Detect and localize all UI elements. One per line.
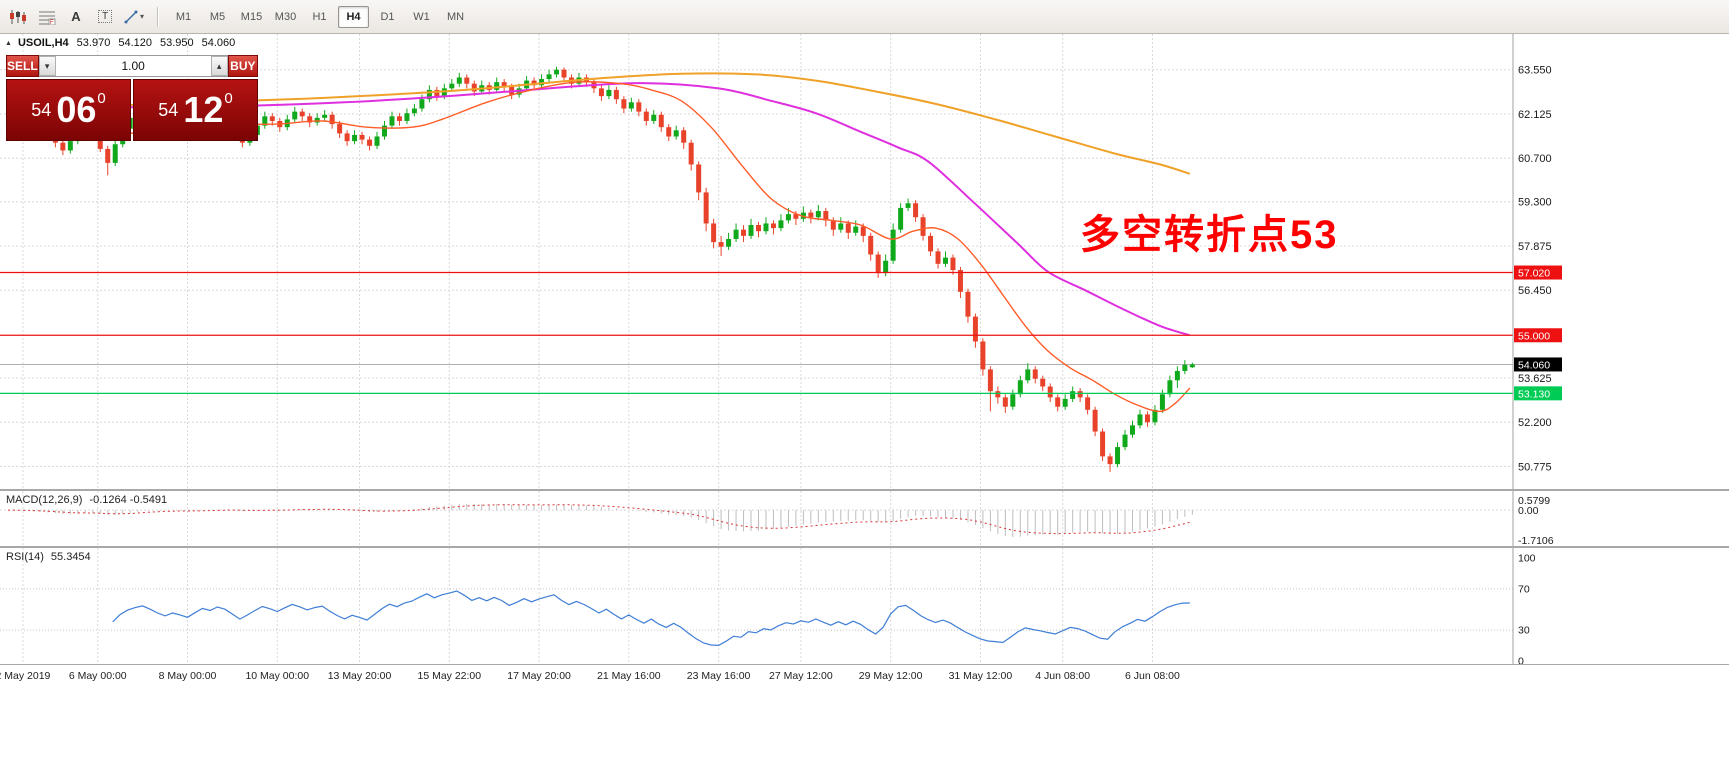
candlestick-chart-icon xyxy=(10,9,26,24)
tf-button-m5[interactable]: M5 xyxy=(202,6,233,28)
macd-panel: 0.5799 0.00 -1.7106 MACD(12,26,9) -0.1264 … xyxy=(0,491,1729,548)
svg-text:56.450: 56.450 xyxy=(1518,285,1552,297)
time-label: 15 May 22:00 xyxy=(417,670,482,682)
tf-button-w1[interactable]: W1 xyxy=(406,6,437,28)
indicators-grid-icon[interactable]: F xyxy=(34,5,60,29)
trendline-icon xyxy=(124,10,138,23)
buy-price-display[interactable]: 54 12 0 xyxy=(133,79,258,141)
sell-price-pips: 06 xyxy=(56,89,97,130)
time-label: 4 Jun 08:00 xyxy=(1035,670,1091,682)
svg-text:52.200: 52.200 xyxy=(1518,417,1552,429)
svg-text:30: 30 xyxy=(1518,625,1530,637)
time-label: 10 May 00:00 xyxy=(245,670,310,682)
time-axis[interactable]: 2 May 2019 6 May 00:00 8 May 00:00 10 May 0… xyxy=(0,665,1729,689)
svg-text:54.060: 54.060 xyxy=(1518,359,1550,371)
macd-header: MACD(12,26,9) -0.1264 -0.5491 xyxy=(6,494,167,506)
buy-price-point: 0 xyxy=(224,90,233,107)
collapse-icon[interactable]: ▲ xyxy=(5,39,12,47)
macd-values: -0.1264 -0.5491 xyxy=(89,494,168,506)
time-label: 13 May 20:00 xyxy=(327,670,392,682)
ohlc-close: 54.060 xyxy=(201,37,236,49)
tf-button-m1[interactable]: M1 xyxy=(168,6,199,28)
text-tool-icon: A xyxy=(71,9,81,24)
ohlc-low: 53.950 xyxy=(159,37,194,49)
svg-text:57.020: 57.020 xyxy=(1518,268,1550,280)
svg-text:53.130: 53.130 xyxy=(1518,388,1550,400)
symbol-label: USOIL,H4 xyxy=(17,37,69,49)
sell-price-point: 0 xyxy=(97,90,106,107)
chevron-down-icon: ▾ xyxy=(139,12,144,21)
time-label: 31 May 12:00 xyxy=(948,670,1013,682)
svg-text:59.300: 59.300 xyxy=(1518,197,1552,209)
rsi-indicator-chart[interactable]: 100 70 30 0 xyxy=(0,548,1729,664)
tf-button-m30[interactable]: M30 xyxy=(270,6,301,28)
svg-text:62.125: 62.125 xyxy=(1518,109,1552,121)
main-chart-panel: 63.550 62.125 60.700 59.300 57.875 56.450 53.6… xyxy=(0,34,1729,491)
volume-down-button[interactable]: ▾ xyxy=(38,56,56,76)
svg-text:63.550: 63.550 xyxy=(1518,65,1552,77)
svg-text:100: 100 xyxy=(1518,553,1536,565)
rsi-title: RSI(14) xyxy=(6,551,44,563)
chart-style-icon[interactable] xyxy=(5,5,31,29)
ohlc-high: 54.120 xyxy=(118,37,152,49)
svg-text:55.000: 55.000 xyxy=(1518,330,1550,342)
tf-button-d1[interactable]: D1 xyxy=(372,6,403,28)
grid-icon: F xyxy=(39,11,56,25)
time-label: 17 May 20:00 xyxy=(507,670,571,682)
time-label: 29 May 12:00 xyxy=(858,670,923,682)
buy-price-pips: 12 xyxy=(183,89,224,130)
svg-text:F: F xyxy=(50,20,54,25)
textbox-tool-button[interactable]: T xyxy=(92,5,118,29)
tf-button-m15[interactable]: M15 xyxy=(236,6,267,28)
volume-input[interactable] xyxy=(55,56,211,76)
svg-text:0.5799: 0.5799 xyxy=(1518,495,1550,507)
sell-button[interactable]: SELL xyxy=(6,55,39,77)
candlestick-chart[interactable]: 63.550 62.125 60.700 59.300 57.875 56.450 53.6… xyxy=(0,34,1729,489)
time-label: 8 May 00:00 xyxy=(158,670,217,682)
text-tool-button[interactable]: A xyxy=(63,5,89,29)
svg-text:0: 0 xyxy=(1518,656,1524,665)
svg-text:53.625: 53.625 xyxy=(1518,373,1552,385)
volume-up-button[interactable]: ▴ xyxy=(210,56,228,76)
time-label: 6 Jun 08:00 xyxy=(1124,670,1180,682)
svg-text:57.875: 57.875 xyxy=(1518,241,1552,253)
time-label: 21 May 16:00 xyxy=(597,670,661,682)
rsi-value: 55.3454 xyxy=(50,551,91,563)
ohlc-open: 53.970 xyxy=(76,37,111,49)
shapes-dropdown-button[interactable]: ▾ xyxy=(121,5,147,29)
toolbar: F A T ▾ M1 M5 M15 M30 H1 H4 D1 W1 MN xyxy=(0,0,1729,34)
tf-button-mn[interactable]: MN xyxy=(440,6,471,28)
svg-text:50.775: 50.775 xyxy=(1518,461,1552,473)
textbox-icon: T xyxy=(97,10,113,23)
macd-title: MACD(12,26,9) xyxy=(6,494,83,506)
svg-text:70: 70 xyxy=(1518,583,1530,595)
time-label: 2 May 2019 xyxy=(0,670,51,682)
symbol-ohlc-header: ▲ USOIL,H4 53.970 54.120 53.950 54.060 xyxy=(5,37,235,49)
svg-text:-1.7106: -1.7106 xyxy=(1518,535,1554,546)
rsi-header: RSI(14) 55.3454 xyxy=(6,551,91,563)
tf-button-h1[interactable]: H1 xyxy=(304,6,335,28)
sell-price-display[interactable]: 54 06 0 xyxy=(6,79,131,141)
svg-text:0.00: 0.00 xyxy=(1518,505,1539,517)
buy-button[interactable]: BUY xyxy=(227,55,258,77)
svg-text:60.700: 60.700 xyxy=(1518,153,1552,165)
buy-price-units: 54 xyxy=(158,99,179,120)
tf-button-h4[interactable]: H4 xyxy=(338,5,369,28)
time-label: 23 May 16:00 xyxy=(686,670,751,682)
chart-annotation-text[interactable]: 多空转折点53 xyxy=(1080,213,1339,257)
toolbar-separator xyxy=(157,6,158,27)
volume-control: ▾ ▴ xyxy=(38,55,228,77)
time-label: 27 May 12:00 xyxy=(769,670,833,682)
rsi-panel: 100 70 30 0 RSI(14) 55.3454 xyxy=(0,548,1729,665)
time-label: 6 May 00:00 xyxy=(68,670,127,682)
sell-price-units: 54 xyxy=(31,99,52,120)
